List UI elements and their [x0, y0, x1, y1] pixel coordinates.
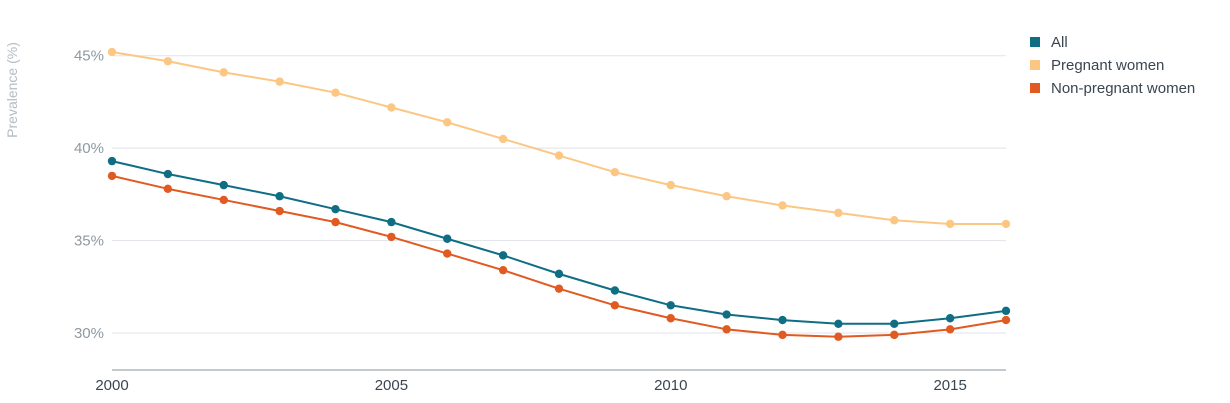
- data-point: [945, 325, 955, 334]
- data-point: [1001, 315, 1011, 325]
- data-point: [554, 151, 564, 160]
- data-point: [610, 167, 620, 177]
- data-point: [331, 204, 340, 214]
- x-tick-label: 2005: [375, 377, 408, 394]
- series-line: [111, 51, 1006, 225]
- legend-swatch: [1030, 60, 1040, 70]
- data-point: [722, 192, 731, 201]
- data-point: [666, 314, 675, 323]
- legend-label: Non-pregnant women: [1051, 80, 1195, 97]
- series-all: [107, 156, 1011, 328]
- data-point: [443, 118, 452, 127]
- legend-swatch: [1030, 37, 1040, 47]
- data-point: [945, 219, 955, 229]
- legend-label: Pregnant women: [1051, 57, 1164, 74]
- data-point: [945, 314, 955, 323]
- data-point: [163, 169, 173, 179]
- data-point: [890, 330, 899, 340]
- data-point: [498, 265, 508, 275]
- data-point: [554, 284, 564, 293]
- data-point: [219, 195, 228, 205]
- data-point: [498, 251, 508, 260]
- x-tick-label: 2010: [654, 377, 687, 394]
- legend-swatch: [1030, 83, 1040, 93]
- data-point: [107, 156, 117, 166]
- data-point: [275, 206, 284, 216]
- y-tick-labels: 30% 35% 40% 45%: [74, 48, 104, 342]
- data-point: [666, 301, 675, 310]
- data-point: [107, 47, 117, 57]
- data-point: [890, 319, 899, 328]
- data-point: [722, 310, 731, 319]
- y-axis-title: Prevalence (%): [4, 42, 20, 138]
- data-point: [610, 286, 620, 295]
- data-point: [778, 201, 787, 210]
- data-point: [331, 217, 340, 227]
- y-tick-label: 30%: [74, 325, 104, 342]
- data-point: [275, 77, 284, 86]
- data-point: [443, 249, 452, 258]
- data-point: [1001, 306, 1011, 316]
- series-pregnant-women: [107, 47, 1011, 229]
- series-group: [107, 47, 1011, 341]
- data-point: [387, 217, 396, 227]
- data-point: [610, 301, 620, 310]
- data-point: [554, 269, 564, 279]
- data-point: [1001, 219, 1011, 229]
- legend: All Pregnant women Non-pregnant women: [1030, 34, 1195, 97]
- data-point: [778, 315, 787, 325]
- series-line: [111, 160, 1007, 325]
- data-point: [163, 184, 173, 194]
- data-point: [275, 192, 284, 201]
- y-tick-label: 35%: [74, 233, 104, 250]
- data-point: [107, 171, 117, 181]
- y-tick-label: 45%: [74, 48, 104, 65]
- data-point: [443, 234, 452, 243]
- legend-item: All: [1030, 34, 1068, 51]
- legend-label: All: [1051, 34, 1068, 51]
- data-point: [834, 319, 843, 328]
- data-point: [163, 57, 173, 66]
- data-point: [387, 103, 396, 112]
- series-non-pregnant-women: [107, 171, 1011, 341]
- data-point: [331, 88, 340, 97]
- data-point: [890, 216, 899, 225]
- data-point: [387, 232, 396, 242]
- data-point: [219, 180, 228, 190]
- x-tick-labels: 2000 2005 2010 2015: [95, 377, 967, 394]
- series-line: [111, 174, 1007, 338]
- x-tick-label: 2015: [933, 377, 966, 394]
- data-point: [778, 330, 787, 340]
- grid-lines: [112, 55, 1006, 334]
- x-tick-label: 2000: [95, 377, 128, 394]
- legend-item: Pregnant women: [1030, 57, 1164, 74]
- legend-item: Non-pregnant women: [1030, 80, 1195, 97]
- data-point: [834, 208, 843, 218]
- data-point: [834, 332, 843, 341]
- y-tick-label: 40%: [74, 140, 104, 157]
- data-point: [666, 180, 675, 190]
- data-point: [722, 325, 731, 334]
- data-point: [498, 134, 508, 144]
- data-point: [219, 68, 228, 77]
